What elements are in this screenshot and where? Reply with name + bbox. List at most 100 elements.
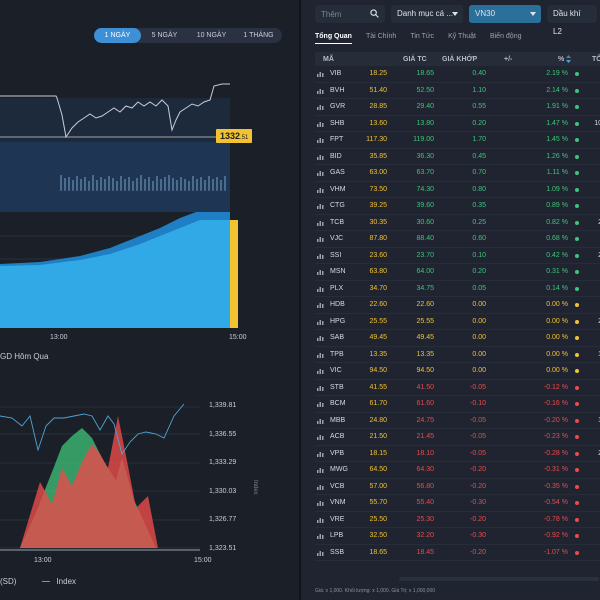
sector-dropdown[interactable]: Dầu khí L2 <box>547 5 597 36</box>
chart-icon[interactable] <box>317 253 324 259</box>
table-row[interactable]: VNM 55.70 55.40 -0.30 -0.54 % <box>315 495 600 512</box>
search-icon[interactable] <box>370 9 379 18</box>
intraday-chart[interactable] <box>0 60 299 340</box>
table-row[interactable]: VIB 18.25 18.65 0.40 2.19 % <box>315 66 600 83</box>
chart-icon[interactable] <box>317 203 324 209</box>
tab-finance[interactable]: Tài Chính <box>365 33 397 40</box>
table-row[interactable]: VJC 87.80 88.40 0.60 0.68 % <box>315 231 600 248</box>
table-row[interactable]: TCB 30.35 30.60 0.25 0.82 % 2 <box>315 215 600 231</box>
row-symbol[interactable]: MWG <box>330 466 348 473</box>
row-symbol[interactable]: TPB <box>330 350 344 358</box>
tab-news[interactable]: Tin Tức <box>410 33 435 40</box>
chart-icon[interactable] <box>317 137 324 143</box>
row-symbol[interactable]: HPG <box>330 317 346 325</box>
search-input[interactable]: Thêm <box>321 10 342 19</box>
chart-icon[interactable] <box>317 418 324 424</box>
row-symbol[interactable]: LPB <box>330 532 344 539</box>
tab-volatility[interactable]: Biến động <box>489 33 522 40</box>
symbol-search[interactable]: Thêm <box>315 5 385 23</box>
chart-icon[interactable] <box>317 170 324 176</box>
row-symbol[interactable]: GVR <box>330 103 346 110</box>
table-row[interactable]: BCM 61.70 61.60 -0.10 -0.16 % <box>315 396 600 413</box>
tab-overview[interactable]: Tổng Quan <box>315 33 352 44</box>
chart-icon[interactable] <box>317 71 324 77</box>
row-symbol[interactable]: CTG <box>330 202 345 209</box>
table-row[interactable]: SSI 23.60 23.70 0.10 0.42 % 2 <box>315 248 600 264</box>
index-dropdown[interactable]: VN30 <box>469 5 541 23</box>
row-symbol[interactable]: STB <box>330 383 344 391</box>
row-symbol[interactable]: VCB <box>330 482 345 490</box>
row-symbol[interactable]: MBB <box>330 416 346 424</box>
chart-icon[interactable] <box>317 236 324 242</box>
row-symbol[interactable]: VHM <box>330 185 346 193</box>
table-row[interactable]: CTG 39.25 39.60 0.35 0.89 % <box>315 198 600 215</box>
table-row[interactable]: FPT 117.30 119.00 1.70 1.45 % <box>315 132 600 149</box>
row-symbol[interactable]: VJC <box>330 235 344 242</box>
row-symbol[interactable]: SSB <box>330 548 345 556</box>
row-symbol[interactable]: VRE <box>330 515 345 523</box>
chart-icon[interactable] <box>317 550 324 556</box>
col-match-price[interactable]: GIÁ KHỚP <box>442 55 478 63</box>
table-row[interactable]: MBB 24.80 24.75 -0.05 -0.20 % 1 <box>315 413 600 429</box>
chart-icon[interactable] <box>317 467 324 473</box>
chart-icon[interactable] <box>317 104 324 110</box>
range-5-days[interactable]: 5 NGÀY <box>151 32 178 39</box>
table-row[interactable]: MWG 64.50 64.30 -0.20 -0.31 % <box>315 462 600 479</box>
table-row[interactable]: ACB 21.50 21.45 -0.05 -0.23 % <box>315 429 600 446</box>
col-percent[interactable]: % <box>558 55 565 63</box>
chart-icon[interactable] <box>317 319 324 325</box>
table-row[interactable]: BID 35.85 36.30 0.45 1.26 % <box>315 149 600 165</box>
chart-icon[interactable] <box>317 121 324 127</box>
row-symbol[interactable]: HDB <box>330 301 345 308</box>
row-symbol[interactable]: BID <box>330 152 342 160</box>
chart-icon[interactable] <box>317 368 324 374</box>
row-symbol[interactable]: BCM <box>330 400 346 407</box>
row-symbol[interactable]: VIC <box>330 367 342 374</box>
table-row[interactable]: TPB 13.35 13.35 0.00 0.00 % 1 <box>315 347 600 363</box>
chart-icon[interactable] <box>317 88 324 94</box>
chart-icon[interactable] <box>317 434 324 440</box>
chart-icon[interactable] <box>317 500 324 506</box>
chart-icon[interactable] <box>317 154 324 160</box>
table-row[interactable]: SSB 18.65 18.45 -0.20 -1.07 % <box>315 545 600 561</box>
row-symbol[interactable]: MSN <box>330 268 346 275</box>
table-row[interactable]: HDB 22.60 22.60 0.00 0.00 % <box>315 297 600 314</box>
table-row[interactable]: LPB 32.50 32.20 -0.30 -0.92 % <box>315 528 600 545</box>
sort-icon[interactable] <box>566 55 571 63</box>
row-symbol[interactable]: ACB <box>330 433 345 440</box>
row-symbol[interactable]: GAS <box>330 169 345 176</box>
chart-icon[interactable] <box>317 451 324 457</box>
col-change[interactable]: +/- <box>504 55 513 63</box>
chart-icon[interactable] <box>317 269 324 275</box>
table-row[interactable]: HPG 25.55 25.55 0.00 0.00 % 2 <box>315 314 600 330</box>
row-symbol[interactable]: VNM <box>330 499 346 506</box>
row-symbol[interactable]: BVH <box>330 86 345 94</box>
table-row[interactable]: PLX 34.70 34.75 0.05 0.14 % <box>315 281 600 297</box>
col-symbol[interactable]: MÃ <box>323 55 334 63</box>
table-row[interactable]: STB 41.55 41.50 -0.05 -0.12 % <box>315 380 600 396</box>
watchlist-dropdown[interactable]: Danh mục cá ... <box>391 5 463 23</box>
range-10-days[interactable]: 10 NGÀY <box>196 32 227 39</box>
table-row[interactable]: GAS 63.00 63.70 0.70 1.11 % <box>315 165 600 182</box>
chart-icon[interactable] <box>317 187 324 193</box>
chart-icon[interactable] <box>317 335 324 341</box>
row-symbol[interactable]: SHB <box>330 119 345 127</box>
table-row[interactable]: GVR 28.85 29.40 0.55 1.91 % <box>315 99 600 116</box>
chart-icon[interactable] <box>317 401 324 407</box>
row-symbol[interactable]: VPB <box>330 449 345 457</box>
row-symbol[interactable]: PLX <box>330 284 344 292</box>
horizontal-scrollbar[interactable] <box>399 577 599 581</box>
table-row[interactable]: MSN 63.80 64.00 0.20 0.31 % <box>315 264 600 281</box>
row-symbol[interactable]: SAB <box>330 334 345 341</box>
table-row[interactable]: SHB 13.60 13.80 0.20 1.47 % 10 <box>315 116 600 132</box>
chart-icon[interactable] <box>317 385 324 391</box>
table-row[interactable]: VIC 94.50 94.50 0.00 0.00 % <box>315 363 600 380</box>
range-1-month[interactable]: 1 THÁNG <box>243 32 274 39</box>
row-symbol[interactable]: VIB <box>330 70 342 77</box>
table-row[interactable]: VCB 57.00 56.80 -0.20 -0.35 % <box>315 479 600 495</box>
chart-icon[interactable] <box>317 286 324 292</box>
table-row[interactable]: SAB 49.45 49.45 0.00 0.00 % <box>315 330 600 347</box>
table-row[interactable]: VPB 18.15 18.10 -0.05 -0.28 % 2 <box>315 446 600 462</box>
col-ref-price[interactable]: GIÁ TC <box>403 55 427 63</box>
range-1-day[interactable]: 1 NGÀY <box>94 28 141 43</box>
